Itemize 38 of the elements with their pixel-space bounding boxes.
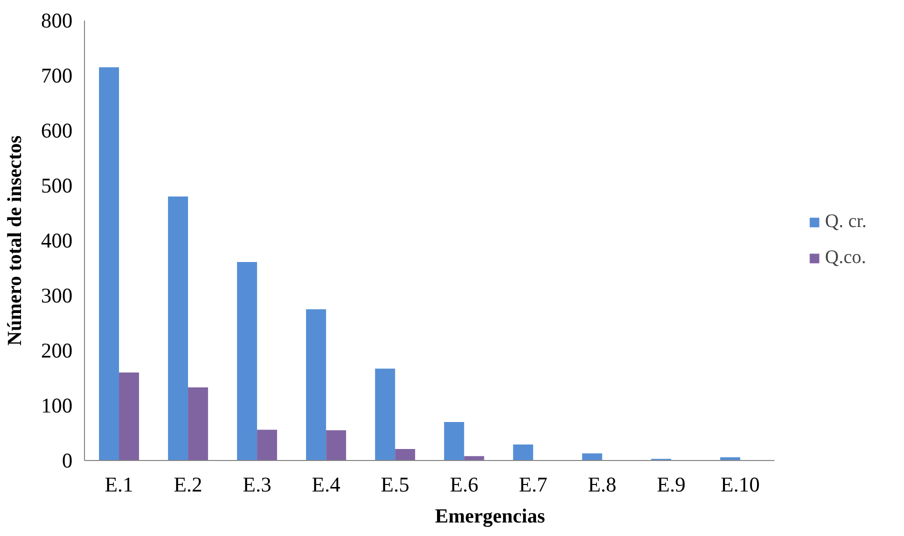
x-tick-label: E.4: [312, 472, 341, 496]
bar: [306, 309, 326, 460]
y-tick-label: 200: [41, 338, 72, 362]
x-tick-label: E.6: [450, 472, 478, 496]
bar: [237, 262, 258, 460]
bar: [464, 456, 484, 460]
bar: [375, 368, 396, 460]
legend-label: Q. cr.: [825, 211, 868, 233]
x-tick-label: E.1: [104, 472, 134, 496]
bar: [98, 67, 120, 460]
x-tick-label: E.7: [518, 472, 548, 496]
bar: [119, 372, 140, 460]
legend-label: Q.co.: [825, 247, 868, 269]
bar: [188, 387, 208, 460]
y-axis-title: Número total de insectos: [4, 135, 26, 346]
bar: [395, 448, 416, 460]
bar: [168, 196, 188, 460]
y-tick-label: 800: [41, 8, 72, 32]
y-tick-label: 100: [41, 394, 72, 418]
x-tick-label: E.8: [588, 472, 616, 496]
y-tick-label: 400: [41, 228, 72, 252]
bar: [257, 430, 278, 460]
y-tick-label: 500: [41, 174, 72, 198]
x-tick-label: E.10: [720, 472, 760, 496]
x-tick-label: E.5: [380, 472, 410, 496]
y-tick-label: 0: [62, 448, 72, 472]
y-tick-label: 300: [41, 284, 72, 308]
bar: [582, 453, 602, 460]
bar: [326, 430, 346, 460]
x-tick-label: E.2: [174, 472, 202, 496]
y-tick-label: 700: [41, 64, 72, 88]
x-axis-title: Emergencias: [435, 506, 546, 528]
x-tick-label: E.9: [656, 472, 686, 496]
bar: [444, 422, 464, 460]
x-tick-label: E.3: [242, 472, 272, 496]
y-tick-label: 600: [41, 118, 72, 142]
bar: [720, 457, 740, 460]
bar: [513, 444, 534, 460]
